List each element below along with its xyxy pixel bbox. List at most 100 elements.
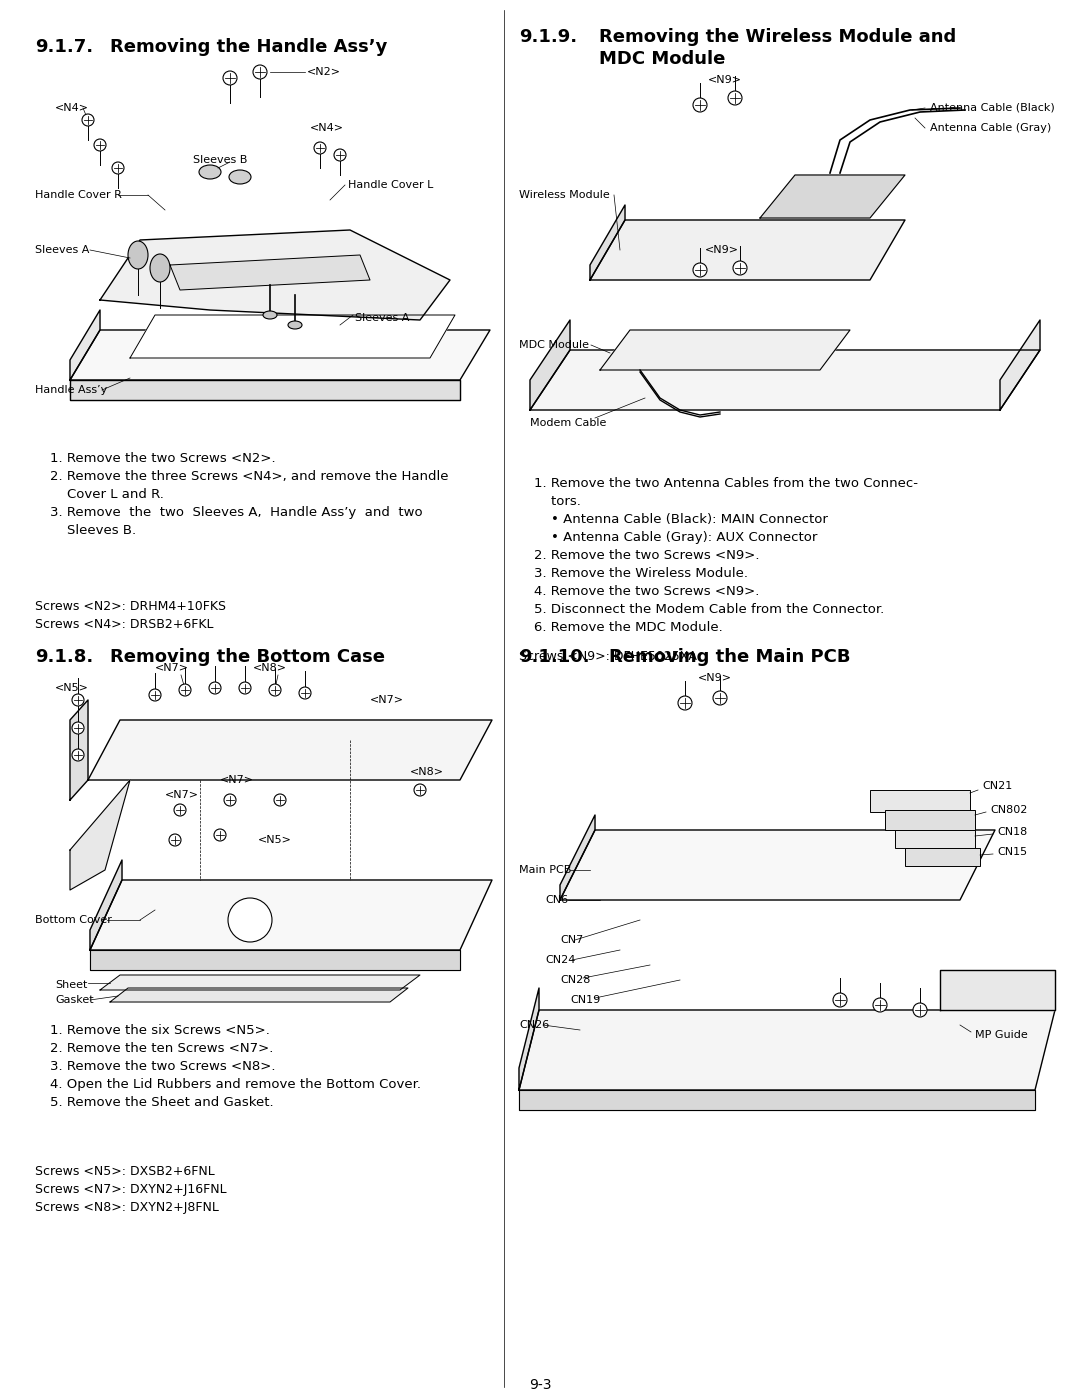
Ellipse shape <box>264 312 276 319</box>
Circle shape <box>174 805 186 816</box>
Polygon shape <box>519 988 539 1090</box>
Polygon shape <box>561 814 595 900</box>
Text: 1. Remove the six Screws <N5>.: 1. Remove the six Screws <N5>. <box>50 1024 270 1037</box>
Text: Screws <N8>: DXYN2+J8FNL: Screws <N8>: DXYN2+J8FNL <box>35 1201 219 1214</box>
Text: 9.1.8.: 9.1.8. <box>35 648 93 666</box>
Text: CN7: CN7 <box>561 935 583 944</box>
Polygon shape <box>519 1010 1055 1090</box>
Circle shape <box>222 71 237 85</box>
Ellipse shape <box>199 165 221 179</box>
Text: 2. Remove the three Screws <N4>, and remove the Handle: 2. Remove the three Screws <N4>, and rem… <box>50 469 448 483</box>
Text: Antenna Cable (Black): Antenna Cable (Black) <box>930 103 1055 113</box>
Text: CN6: CN6 <box>545 895 568 905</box>
Text: CN15: CN15 <box>997 847 1027 856</box>
Polygon shape <box>90 861 122 950</box>
Text: Sheet: Sheet <box>55 981 87 990</box>
Text: Screws <N9>: DFHE5025XA: Screws <N9>: DFHE5025XA <box>519 650 697 664</box>
Text: CN28: CN28 <box>561 975 591 985</box>
Text: Sleeves B: Sleeves B <box>193 155 247 165</box>
Text: <N9>: <N9> <box>708 75 742 85</box>
Polygon shape <box>519 1090 1035 1111</box>
Text: <N7>: <N7> <box>156 664 189 673</box>
Polygon shape <box>100 231 450 320</box>
Circle shape <box>713 692 727 705</box>
Circle shape <box>82 115 94 126</box>
Polygon shape <box>70 700 87 800</box>
Text: Removing the Bottom Case: Removing the Bottom Case <box>110 648 384 666</box>
Text: CN21: CN21 <box>982 781 1012 791</box>
Bar <box>870 789 970 812</box>
Circle shape <box>733 261 747 275</box>
Polygon shape <box>130 314 455 358</box>
Circle shape <box>274 793 286 806</box>
Text: 5. Disconnect the Modem Cable from the Connector.: 5. Disconnect the Modem Cable from the C… <box>534 604 885 616</box>
Text: <N5>: <N5> <box>258 835 292 845</box>
Polygon shape <box>940 970 1055 1010</box>
Text: 9.1.9.: 9.1.9. <box>519 28 577 46</box>
Text: Removing the Main PCB: Removing the Main PCB <box>609 648 851 666</box>
Text: Screws <N2>: DRHM4+10FKS: Screws <N2>: DRHM4+10FKS <box>35 599 226 613</box>
Text: 5. Remove the Sheet and Gasket.: 5. Remove the Sheet and Gasket. <box>50 1097 273 1109</box>
Circle shape <box>228 898 272 942</box>
Text: 1. Remove the two Screws <N2>.: 1. Remove the two Screws <N2>. <box>50 453 275 465</box>
Text: <N8>: <N8> <box>410 767 444 777</box>
Bar <box>895 830 975 848</box>
Text: MP Guide: MP Guide <box>975 1030 1028 1039</box>
Polygon shape <box>87 719 492 780</box>
Polygon shape <box>110 988 408 1002</box>
Text: <N7>: <N7> <box>370 694 404 705</box>
Circle shape <box>253 66 267 80</box>
Text: CN26: CN26 <box>519 1020 550 1030</box>
Polygon shape <box>1000 320 1040 409</box>
Text: Sleeves A: Sleeves A <box>355 313 409 323</box>
Polygon shape <box>590 219 905 279</box>
Text: 9.1.10.: 9.1.10. <box>519 648 590 666</box>
Circle shape <box>678 696 692 710</box>
Text: <N4>: <N4> <box>310 123 345 133</box>
Text: Antenna Cable (Gray): Antenna Cable (Gray) <box>930 123 1051 133</box>
Text: CN24: CN24 <box>545 956 576 965</box>
Circle shape <box>314 142 326 154</box>
Ellipse shape <box>129 242 148 270</box>
Text: <N5>: <N5> <box>55 683 89 693</box>
Text: Main PCB: Main PCB <box>519 865 571 875</box>
Polygon shape <box>561 830 995 900</box>
Text: <N8>: <N8> <box>253 664 287 673</box>
Text: <N7>: <N7> <box>220 775 254 785</box>
Text: CN802: CN802 <box>990 805 1027 814</box>
Circle shape <box>94 138 106 151</box>
Circle shape <box>693 98 707 112</box>
Text: <N7>: <N7> <box>165 789 199 800</box>
Circle shape <box>72 749 84 761</box>
Text: Handle Cover R: Handle Cover R <box>35 190 122 200</box>
Text: Screws <N4>: DRSB2+6FKL: Screws <N4>: DRSB2+6FKL <box>35 617 214 631</box>
Text: Wireless Module: Wireless Module <box>519 190 610 200</box>
Circle shape <box>833 993 847 1007</box>
Text: <N9>: <N9> <box>705 244 739 256</box>
Polygon shape <box>70 330 490 380</box>
Text: 3. Remove the two Screws <N8>.: 3. Remove the two Screws <N8>. <box>50 1060 275 1073</box>
Text: Screws <N5>: DXSB2+6FNL: Screws <N5>: DXSB2+6FNL <box>35 1165 215 1178</box>
Text: • Antenna Cable (Black): MAIN Connector: • Antenna Cable (Black): MAIN Connector <box>534 513 828 527</box>
Text: Sleeves A: Sleeves A <box>35 244 90 256</box>
Polygon shape <box>600 330 850 370</box>
Text: CN19: CN19 <box>570 995 600 1004</box>
Circle shape <box>239 682 251 694</box>
Text: Handle Cover L: Handle Cover L <box>348 180 433 190</box>
Circle shape <box>168 834 181 847</box>
Polygon shape <box>590 205 625 279</box>
Text: Gasket: Gasket <box>55 995 94 1004</box>
Text: MDC Module: MDC Module <box>519 339 589 351</box>
Circle shape <box>72 722 84 733</box>
Ellipse shape <box>150 254 170 282</box>
Text: <N9>: <N9> <box>976 995 1010 1004</box>
Circle shape <box>210 682 221 694</box>
Bar <box>905 848 980 866</box>
Circle shape <box>913 1003 927 1017</box>
Polygon shape <box>70 380 460 400</box>
Text: Removing the Handle Ass’y: Removing the Handle Ass’y <box>110 38 388 56</box>
Ellipse shape <box>288 321 302 330</box>
Polygon shape <box>70 310 100 380</box>
Circle shape <box>299 687 311 698</box>
Circle shape <box>269 685 281 696</box>
